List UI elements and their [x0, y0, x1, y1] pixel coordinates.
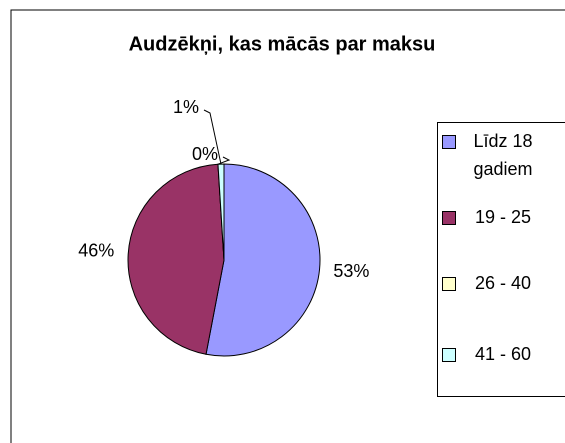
legend-item: 19 - 25 — [442, 203, 547, 231]
data-label: 46% — [78, 241, 114, 261]
data-label: 53% — [333, 261, 369, 281]
data-label: 0% — [192, 144, 218, 164]
legend-item: Līdz 18 gadiem — [442, 127, 547, 183]
legend-item: 26 - 40 — [442, 269, 547, 297]
data-label: 1% — [173, 97, 199, 117]
legend-swatch — [442, 135, 456, 149]
legend-swatch — [442, 348, 456, 362]
legend-item: 41 - 60 — [442, 340, 547, 368]
legend-swatch — [442, 277, 456, 291]
pie-slice — [127, 163, 225, 355]
legend: Līdz 18 gadiem 19 - 25 26 - 40 41 - 60 — [437, 122, 565, 397]
chart-title: Audzēkņi, kas mācās par maksu — [129, 33, 436, 55]
legend-label: 19 - 25 — [474, 207, 532, 227]
leader-line — [203, 109, 222, 165]
legend-label: 41 - 60 — [474, 344, 532, 364]
pie-slice — [205, 163, 321, 357]
legend-label: 26 - 40 — [474, 273, 532, 293]
legend-label: Līdz 18 gadiem — [473, 131, 533, 179]
leader-line — [217, 156, 231, 165]
legend-swatch — [442, 211, 456, 225]
